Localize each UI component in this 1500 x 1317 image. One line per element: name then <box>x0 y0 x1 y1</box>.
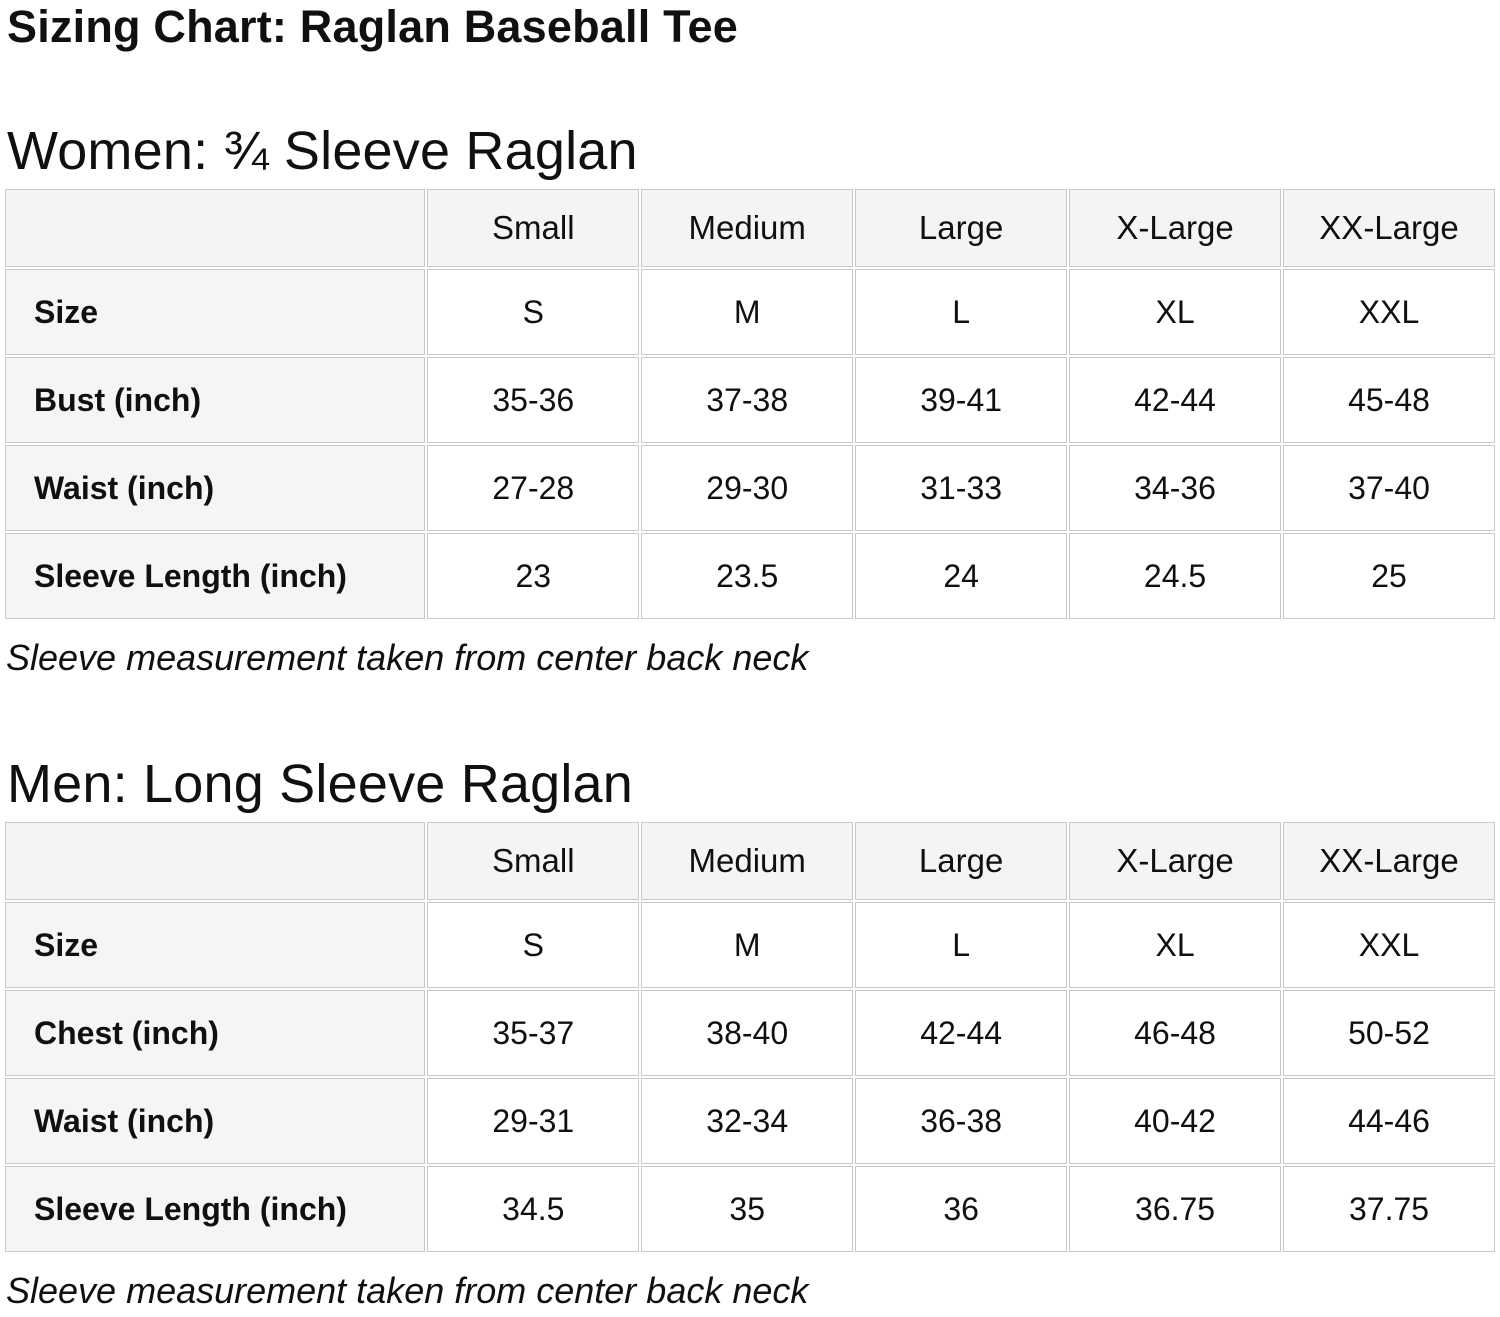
men-size-table: Small Medium Large X-Large XX-Large Size… <box>3 820 1497 1254</box>
women-col-header-small: Small <box>427 188 640 267</box>
men-col-header-large: Large <box>855 822 1068 901</box>
women-row-sleeve-length: Sleeve Length (inch) 23 23.5 24 24.5 25 <box>5 532 1495 619</box>
table-cell: 31-33 <box>855 444 1068 531</box>
table-cell: S <box>427 268 640 355</box>
table-cell: 42-44 <box>855 990 1068 1077</box>
men-row-chest: Chest (inch) 35-37 38-40 42-44 46-48 50-… <box>5 990 1495 1077</box>
table-cell: 36-38 <box>855 1078 1068 1165</box>
table-cell: 35-37 <box>427 990 640 1077</box>
table-cell: 24 <box>855 532 1068 619</box>
row-label-size: Size <box>5 268 426 355</box>
table-cell: 42-44 <box>1069 356 1282 443</box>
men-col-header-small: Small <box>427 822 640 901</box>
table-cell: 34-36 <box>1069 444 1282 531</box>
table-cell: 46-48 <box>1069 990 1282 1077</box>
table-cell: 37.75 <box>1283 1166 1495 1253</box>
women-size-table: Small Medium Large X-Large XX-Large Size… <box>3 187 1497 621</box>
table-cell: 34.5 <box>427 1166 640 1253</box>
men-measurement-note: Sleeve measurement taken from center bac… <box>6 1270 809 1312</box>
row-label-waist: Waist (inch) <box>5 1078 426 1165</box>
women-section-heading: Women: ¾ Sleeve Raglan <box>7 120 638 181</box>
row-label-chest: Chest (inch) <box>5 990 426 1077</box>
table-cell: 35-36 <box>427 356 640 443</box>
table-cell: L <box>855 268 1068 355</box>
men-row-sleeve-length: Sleeve Length (inch) 34.5 35 36 36.75 37… <box>5 1166 1495 1253</box>
table-cell: 50-52 <box>1283 990 1495 1077</box>
table-cell: 39-41 <box>855 356 1068 443</box>
table-cell: XL <box>1069 268 1282 355</box>
row-label-sleeve-length: Sleeve Length (inch) <box>5 532 426 619</box>
table-cell: 29-31 <box>427 1078 640 1165</box>
men-row-waist: Waist (inch) 29-31 32-34 36-38 40-42 44-… <box>5 1078 1495 1165</box>
table-cell: 37-38 <box>641 356 854 443</box>
men-section-heading: Men: Long Sleeve Raglan <box>7 754 634 815</box>
women-measurement-note: Sleeve measurement taken from center bac… <box>6 636 809 678</box>
table-cell: L <box>855 902 1068 989</box>
women-col-header-xlarge: X-Large <box>1069 188 1282 267</box>
table-cell: 38-40 <box>641 990 854 1077</box>
table-cell: 36 <box>855 1166 1068 1253</box>
table-cell: 32-34 <box>641 1078 854 1165</box>
women-col-header-large: Large <box>855 188 1068 267</box>
men-header-row: Small Medium Large X-Large XX-Large <box>5 822 1495 901</box>
page-title: Sizing Chart: Raglan Baseball Tee <box>7 1 738 52</box>
women-row-waist: Waist (inch) 27-28 29-30 31-33 34-36 37-… <box>5 444 1495 531</box>
table-cell: 29-30 <box>641 444 854 531</box>
table-cell: 36.75 <box>1069 1166 1282 1253</box>
table-cell: XXL <box>1283 268 1495 355</box>
women-row-bust: Bust (inch) 35-36 37-38 39-41 42-44 45-4… <box>5 356 1495 443</box>
men-col-header-medium: Medium <box>641 822 854 901</box>
table-cell: XL <box>1069 902 1282 989</box>
table-cell: 23.5 <box>641 532 854 619</box>
women-section: Women: ¾ Sleeve Raglan Small Medium Larg… <box>3 120 1497 680</box>
table-cell: M <box>641 268 854 355</box>
table-cell: S <box>427 902 640 989</box>
row-label-bust: Bust (inch) <box>5 356 426 443</box>
table-cell: 24.5 <box>1069 532 1282 619</box>
men-section: Men: Long Sleeve Raglan Small Medium Lar… <box>3 754 1497 1313</box>
table-cell: M <box>641 902 854 989</box>
women-row-size: Size S M L XL XXL <box>5 268 1495 355</box>
row-label-size: Size <box>5 902 426 989</box>
row-label-sleeve-length: Sleeve Length (inch) <box>5 1166 426 1253</box>
table-cell: 45-48 <box>1283 356 1495 443</box>
men-col-header-xlarge: X-Large <box>1069 822 1282 901</box>
table-cell: 37-40 <box>1283 444 1495 531</box>
table-cell: 25 <box>1283 532 1495 619</box>
women-col-header-medium: Medium <box>641 188 854 267</box>
row-label-waist: Waist (inch) <box>5 444 426 531</box>
women-col-header-xxlarge: XX-Large <box>1283 188 1495 267</box>
women-corner-cell <box>5 188 426 267</box>
table-cell: 35 <box>641 1166 854 1253</box>
table-cell: 44-46 <box>1283 1078 1495 1165</box>
men-corner-cell <box>5 822 426 901</box>
men-row-size: Size S M L XL XXL <box>5 902 1495 989</box>
men-col-header-xxlarge: XX-Large <box>1283 822 1495 901</box>
table-cell: XXL <box>1283 902 1495 989</box>
women-header-row: Small Medium Large X-Large XX-Large <box>5 188 1495 267</box>
table-cell: 23 <box>427 532 640 619</box>
table-cell: 27-28 <box>427 444 640 531</box>
table-cell: 40-42 <box>1069 1078 1282 1165</box>
